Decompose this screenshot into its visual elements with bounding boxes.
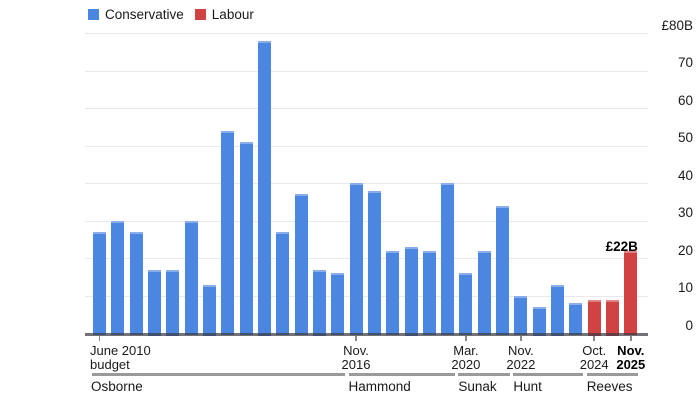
x-tick-label-1: Nov. 2016 — [341, 343, 371, 372]
bar-23-conservative — [514, 295, 528, 336]
bar-21-conservative — [477, 250, 491, 336]
bar-22-conservative — [496, 205, 510, 336]
gridline-80 — [85, 33, 648, 34]
legend-item-labour: Labour — [194, 7, 254, 22]
chancellor-name-hunt: Hunt — [513, 378, 542, 394]
y-tick-label-60: 60 — [677, 92, 693, 108]
bar-4-conservative — [166, 269, 180, 336]
x-tickmark-0 — [98, 335, 101, 341]
bar-8-conservative — [239, 141, 253, 336]
bar-29-labour — [624, 250, 638, 336]
chancellor-name-sunak: Sunak — [458, 378, 497, 394]
bar-14-conservative — [349, 183, 363, 336]
value-annotation: £22B — [605, 238, 638, 254]
x-tickmark-2 — [465, 335, 467, 341]
bar-9-conservative — [257, 40, 271, 336]
gridline-20 — [85, 258, 648, 260]
bar-11-conservative — [294, 194, 308, 336]
chancellor-segment-hunt — [513, 373, 584, 376]
x-axis-line — [85, 333, 648, 336]
bar-18-conservative — [422, 250, 436, 336]
gridline-70 — [85, 70, 648, 72]
bar-3-conservative — [148, 269, 161, 336]
bar-28-labour — [606, 299, 619, 336]
bar-19-conservative — [441, 183, 455, 336]
bar-13-conservative — [331, 273, 345, 336]
chancellor-segment-sunak — [458, 373, 510, 376]
chancellor-name-hammond: Hammond — [348, 378, 411, 394]
gridline-50 — [85, 145, 648, 147]
labour-swatch-icon — [194, 9, 206, 20]
gridline-60 — [85, 108, 648, 110]
legend: Conservative Labour — [88, 7, 254, 22]
chancellor-name-osborne: Osborne — [91, 378, 143, 394]
y-tick-label-70: 70 — [677, 55, 693, 70]
bar-12-conservative — [312, 269, 326, 336]
bar-26-conservative — [569, 303, 583, 336]
bar-1-conservative — [111, 220, 125, 336]
bar-24-conservative — [532, 307, 546, 336]
y-tick-label-10: 10 — [677, 280, 693, 296]
gridline-10 — [85, 295, 648, 297]
chancellor-segment-reeves — [586, 373, 639, 376]
gridline-40 — [85, 183, 648, 185]
conservative-swatch-icon — [88, 9, 99, 20]
chancellor-name-reeves: Reeves — [586, 378, 633, 394]
bar-16-conservative — [386, 250, 400, 336]
x-tickmark-3 — [520, 335, 522, 341]
bar-7-conservative — [221, 130, 235, 336]
x-tick-label-0: June 2010 budget — [90, 343, 151, 372]
legend-label-labour: Labour — [211, 7, 254, 22]
y-tick-label-40: 40 — [677, 167, 693, 183]
x-tickmark-1 — [355, 335, 357, 341]
chancellor-segment-hammond — [348, 373, 456, 376]
bar-15-conservative — [367, 190, 381, 336]
x-tick-label-5: Nov. 2025 — [616, 343, 646, 372]
bar-6-conservative — [202, 284, 216, 336]
x-tick-label-3: Nov. 2022 — [506, 343, 536, 372]
legend-item-conservative: Conservative — [88, 7, 184, 22]
x-tickmark-5 — [630, 335, 632, 341]
y-tick-label-20: 20 — [677, 242, 693, 258]
bar-0-conservative — [93, 231, 106, 336]
y-tick-label-30: 30 — [677, 205, 693, 221]
y-tick-label-50: 50 — [677, 130, 693, 146]
x-tickmark-4 — [593, 335, 595, 341]
x-tick-label-4: Oct. 2024 — [579, 343, 609, 372]
bar-5-conservative — [184, 220, 198, 336]
bar-2-conservative — [129, 231, 143, 336]
bar-10-conservative — [276, 231, 290, 336]
legend-label-conservative: Conservative — [105, 7, 184, 22]
bar-17-conservative — [404, 247, 418, 336]
bar-27-labour — [587, 299, 601, 336]
gridline-30 — [85, 220, 648, 222]
y-tick-label-0: 0 — [685, 317, 693, 333]
bar-25-conservative — [551, 284, 564, 336]
bar-20-conservative — [459, 273, 473, 336]
chancellor-segment-osborne — [92, 373, 346, 376]
x-tick-label-2: Mar. 2020 — [451, 343, 481, 372]
y-tick-label-80: £80B — [661, 17, 693, 33]
